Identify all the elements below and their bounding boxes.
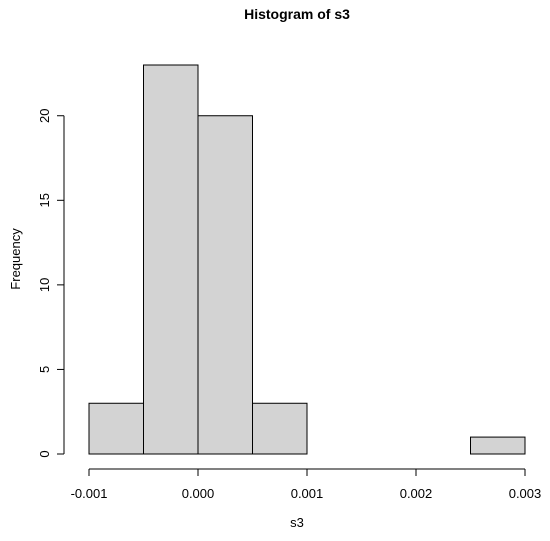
bar — [88, 402, 144, 455]
chart-title: Histogram of s3 — [244, 6, 350, 22]
bar — [470, 436, 526, 455]
y-tick-label: 0 — [37, 450, 52, 457]
bar — [252, 402, 308, 455]
x-tick-label: 0.002 — [400, 486, 433, 501]
y-tick-label: 5 — [37, 366, 52, 373]
bar — [197, 115, 253, 455]
y-tick-label: 20 — [37, 109, 52, 123]
x-tick-label: -0.001 — [71, 486, 108, 501]
x-tick-label: 0.000 — [182, 486, 215, 501]
x-axis-label: s3 — [290, 515, 304, 530]
bar — [143, 64, 199, 455]
y-axis-label: Frequency — [8, 228, 23, 290]
x-tick-label: 0.001 — [291, 486, 324, 501]
y-tick-label: 10 — [37, 278, 52, 292]
y-tick-label: 15 — [37, 193, 52, 207]
x-tick-label: 0.003 — [509, 486, 542, 501]
